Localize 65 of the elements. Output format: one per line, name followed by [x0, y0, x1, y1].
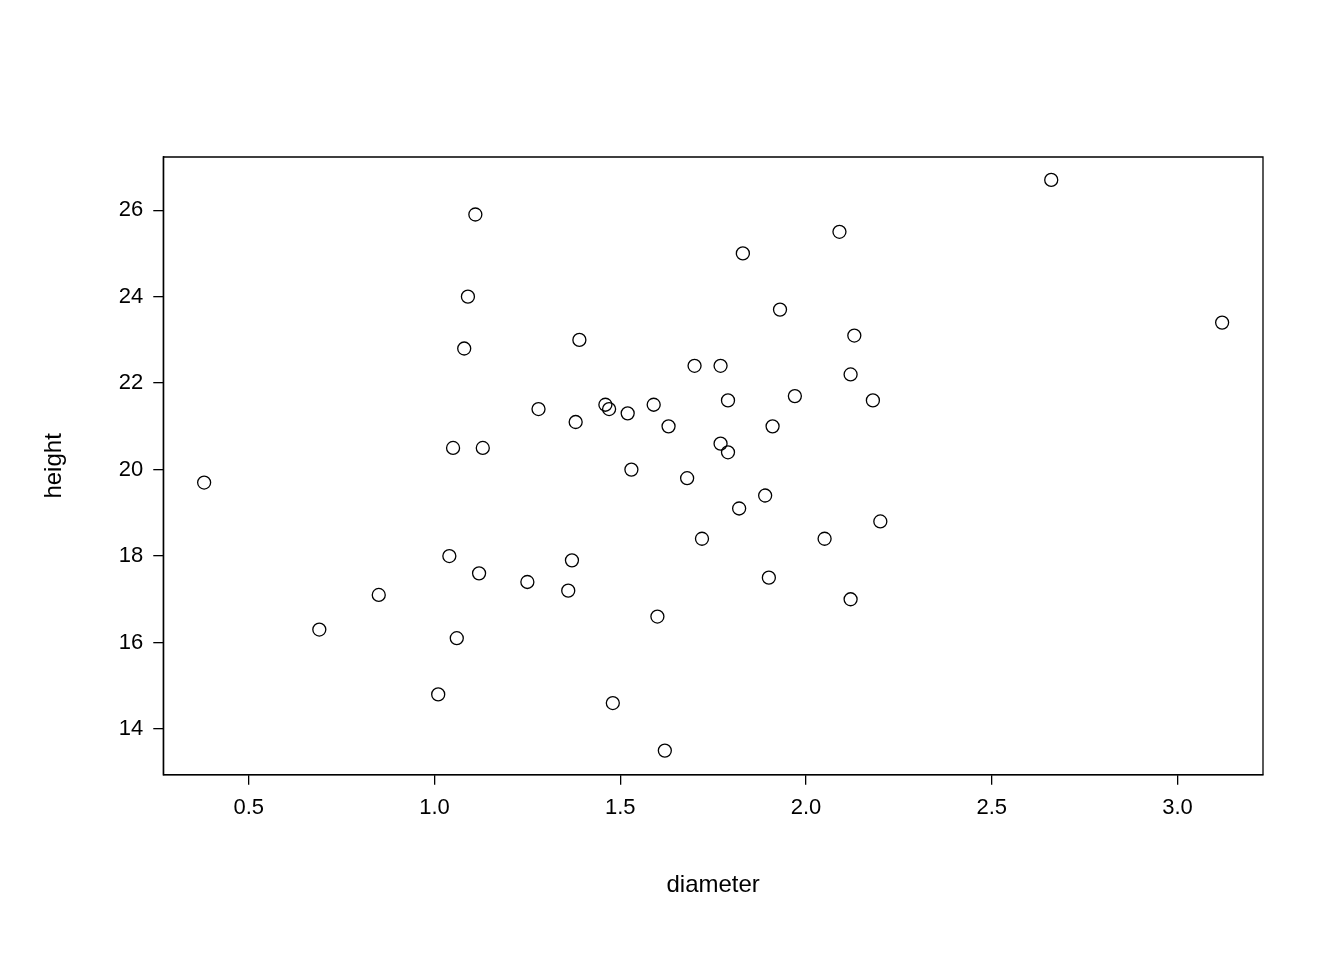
point [687, 358, 702, 373]
point [843, 592, 858, 607]
point [679, 471, 695, 486]
point [371, 587, 386, 603]
point [646, 397, 661, 412]
point [457, 341, 472, 356]
point [598, 397, 613, 412]
x-tick-label: 1.0 [419, 794, 450, 820]
point [564, 553, 580, 568]
y-axis-title: height [39, 432, 67, 499]
point [873, 514, 888, 529]
point [449, 631, 464, 646]
point [713, 358, 728, 373]
point [735, 246, 751, 261]
point [1044, 172, 1059, 188]
point [460, 289, 476, 304]
point [624, 462, 639, 477]
point [601, 401, 617, 417]
point [475, 440, 490, 456]
y-tick-label: 22 [118, 369, 144, 395]
point [650, 609, 665, 624]
y-tick-label: 14 [118, 715, 144, 741]
point [196, 475, 212, 490]
y-tick-label: 16 [118, 628, 144, 654]
y-tick-label: 26 [118, 196, 144, 222]
point [445, 440, 461, 456]
point [694, 531, 710, 546]
x-tick-label: 2.0 [790, 794, 822, 820]
point [561, 583, 576, 598]
point [572, 332, 587, 348]
point [865, 393, 881, 408]
point [657, 743, 672, 758]
point [843, 367, 858, 382]
x-tick-label: 3.0 [1162, 794, 1193, 820]
x-tick-label: 0.5 [233, 794, 265, 820]
x-axis-title: diameter [666, 870, 760, 898]
point [758, 488, 773, 503]
point [817, 531, 832, 546]
point [1214, 315, 1230, 330]
point [787, 388, 803, 404]
point [442, 548, 457, 564]
point [431, 687, 446, 702]
point [520, 574, 535, 590]
point [568, 414, 583, 430]
point [847, 328, 862, 343]
y-tick-label: 20 [118, 455, 144, 481]
point [765, 419, 780, 434]
point [531, 401, 546, 417]
point [761, 570, 777, 585]
point [720, 393, 736, 408]
point [312, 622, 327, 637]
x-tick-label: 2.5 [976, 794, 1008, 820]
point [720, 445, 736, 460]
y-tick-label: 24 [118, 282, 144, 308]
point [471, 566, 487, 581]
x-tick-label: 1.5 [604, 794, 636, 820]
point [832, 224, 847, 239]
point [605, 695, 620, 711]
point [772, 302, 788, 317]
point [468, 207, 483, 222]
point [661, 419, 676, 434]
point [713, 436, 728, 451]
point [731, 501, 747, 516]
y-tick-label: 18 [118, 542, 144, 568]
point [620, 406, 635, 421]
